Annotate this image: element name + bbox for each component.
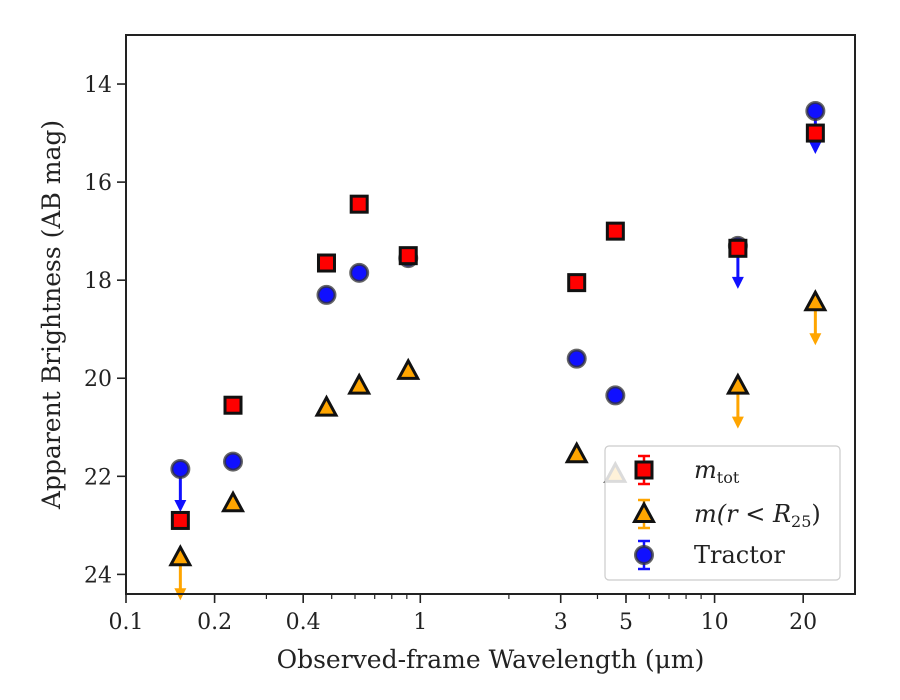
legend-marker-m_r25: [631, 500, 657, 523]
legend-marker-m_tot: [634, 460, 654, 480]
legend-label-m-tot: mtot: [694, 456, 740, 487]
point-m_r25: [725, 372, 750, 395]
point-m_tot: [223, 395, 243, 415]
point-m_r25: [314, 394, 339, 417]
point-m_tot: [805, 123, 825, 143]
y-tick-label: 22: [84, 465, 112, 490]
plot-frame: [125, 34, 856, 595]
x-tick-label: 0.2: [197, 610, 232, 635]
axis-ticks: 0.1 0.2 0.4 1 3 5 10 20 14 16 18 20 22 24: [84, 73, 817, 635]
point-tractor: [605, 385, 626, 406]
y-axis-title: Apparent Brightness (AB mag): [37, 120, 66, 510]
upper-limit-arrow-m_r25-head: [809, 333, 822, 346]
legend-label-m-tot-main: m: [694, 456, 717, 484]
upper-limit-arrow-tractor-head: [809, 142, 822, 155]
y-tick-label: 20: [84, 367, 112, 392]
legend-label-m-r25: m(r < R25): [694, 500, 821, 531]
point-tractor: [316, 284, 337, 305]
legend-label-m-r25-main: m(r < R: [694, 500, 791, 528]
x-tick-label: 1: [413, 610, 427, 635]
x-tick-label: 10: [701, 610, 729, 635]
y-tick-label: 18: [84, 269, 112, 294]
point-tractor: [223, 451, 244, 472]
point-m_tot: [316, 253, 336, 273]
point-m_tot: [398, 246, 418, 266]
point-m_tot: [349, 194, 369, 214]
upper-limit-arrow-tractor-head: [731, 276, 744, 289]
legend-label-m-r25-end: ): [811, 500, 820, 528]
x-tick-label: 0.1: [109, 610, 144, 635]
x-axis-title: Observed-frame Wavelength (μm): [277, 645, 705, 674]
upper-limit-arrow-tractor-head: [174, 499, 187, 512]
legend-label-tractor: Tractor: [694, 541, 785, 569]
x-tick-label: 20: [789, 610, 817, 635]
y-tick-label: 16: [84, 171, 112, 196]
point-m_tot: [567, 273, 587, 293]
point-m_r25: [220, 490, 246, 513]
x-tick-label: 3: [554, 610, 568, 635]
point-m_r25: [347, 372, 372, 395]
legend-swatches: [631, 454, 657, 571]
point-tractor: [349, 262, 370, 283]
y-tick-label: 24: [84, 563, 112, 588]
point-m_r25: [564, 441, 589, 464]
x-tick-label: 5: [619, 610, 633, 635]
x-tick-label: 0.4: [286, 610, 321, 635]
legend-label-m-r25-sub: 25: [791, 512, 811, 531]
upper-limit-arrow-m_r25-head: [731, 416, 744, 429]
legend-label-m-tot-sub: tot: [717, 468, 740, 487]
point-m_tot: [170, 510, 190, 530]
point-tractor: [566, 348, 587, 369]
y-tick-label: 14: [84, 73, 112, 98]
point-m_r25: [396, 357, 421, 380]
legend: mtot m(r < R25) Tractor: [604, 445, 841, 581]
point-m_r25: [168, 544, 193, 567]
point-m_tot: [605, 221, 625, 241]
legend-box: [604, 445, 841, 581]
legend-marker-tractor: [634, 545, 654, 565]
point-tractor: [170, 458, 191, 479]
point-m_r25: [803, 289, 828, 312]
point-m_tot: [728, 238, 748, 258]
point-tractor: [805, 101, 826, 122]
